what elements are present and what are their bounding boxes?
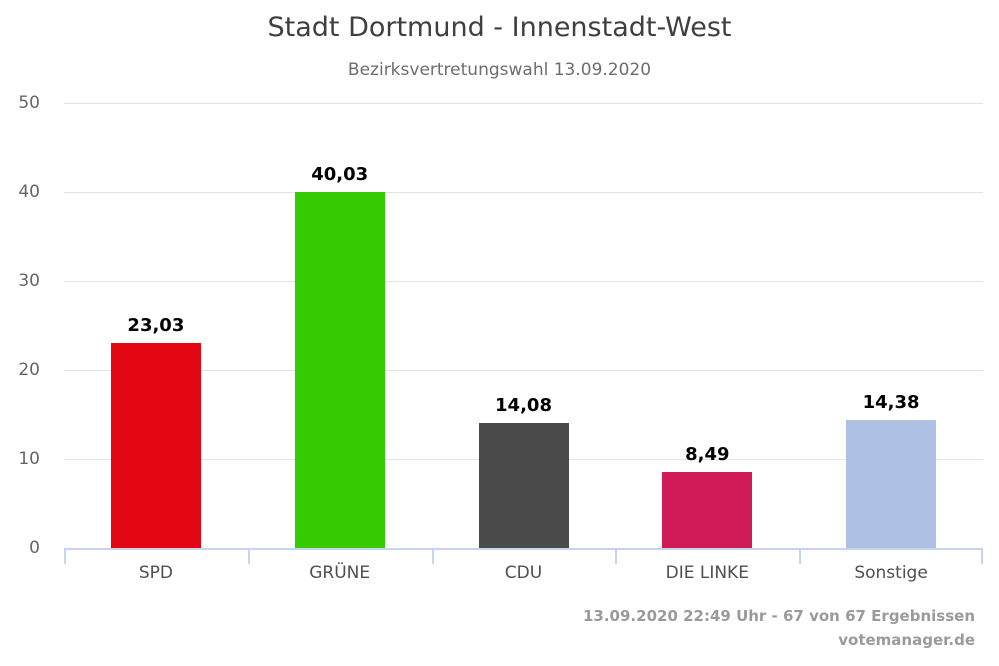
plot-area: 23,03 40,03 14,08 8,49 14,38 <box>64 102 983 564</box>
gridline <box>64 191 983 193</box>
y-tick-label: 20 <box>18 360 40 380</box>
category-label-grune: GRÜNE <box>309 563 371 583</box>
x-axis-tick <box>615 548 618 564</box>
x-axis-tick <box>64 548 66 564</box>
x-axis: SPD GRÜNE CDU DIE LINKE Sonstige <box>64 563 983 587</box>
source-link[interactable]: votemanager.de <box>838 631 975 649</box>
bar-grune[interactable] <box>294 191 385 548</box>
category-label-sonstige: Sonstige <box>854 563 928 583</box>
bar-cdu[interactable] <box>478 422 569 548</box>
gridline <box>64 369 983 371</box>
x-axis-tick <box>981 548 983 564</box>
status-line: 13.09.2020 22:49 Uhr - 67 von 67 Ergebni… <box>582 607 975 625</box>
bar-value-label: 40,03 <box>311 163 369 185</box>
y-tick-label: 0 <box>29 538 40 558</box>
y-tick-label: 50 <box>18 93 40 113</box>
x-axis-tick <box>247 548 250 564</box>
y-tick-label: 30 <box>18 271 40 291</box>
y-tick-label: 10 <box>18 449 40 469</box>
bar-value-label: 23,03 <box>127 315 185 337</box>
category-label-cdu: CDU <box>504 563 543 583</box>
x-axis-tick <box>799 548 802 564</box>
y-axis: 0 10 20 30 40 50 <box>0 93 40 558</box>
page-title: Stadt Dortmund - Innenstadt-West <box>267 12 732 43</box>
category-label-spd: SPD <box>138 563 173 583</box>
x-axis-line <box>64 548 983 550</box>
bar-value-label: 14,08 <box>495 394 552 416</box>
category-label-die-linke: DIE LINKE <box>665 563 749 583</box>
gridline <box>64 280 983 282</box>
y-tick-label: 40 <box>18 182 40 202</box>
bar-sonstige[interactable] <box>846 420 937 548</box>
bar-value-label: 8,49 <box>685 444 730 466</box>
bar-spd[interactable] <box>110 343 201 548</box>
bar-value-label: 14,38 <box>862 392 920 414</box>
gridline <box>64 102 983 104</box>
chart-subtitle: Bezirksvertretungswahl 13.09.2020 <box>347 60 652 80</box>
x-axis-tick <box>431 548 434 564</box>
chart-footer: 13.09.2020 22:49 Uhr - 67 von 67 Ergebni… <box>583 604 975 652</box>
bar-die-linke[interactable] <box>662 472 753 548</box>
